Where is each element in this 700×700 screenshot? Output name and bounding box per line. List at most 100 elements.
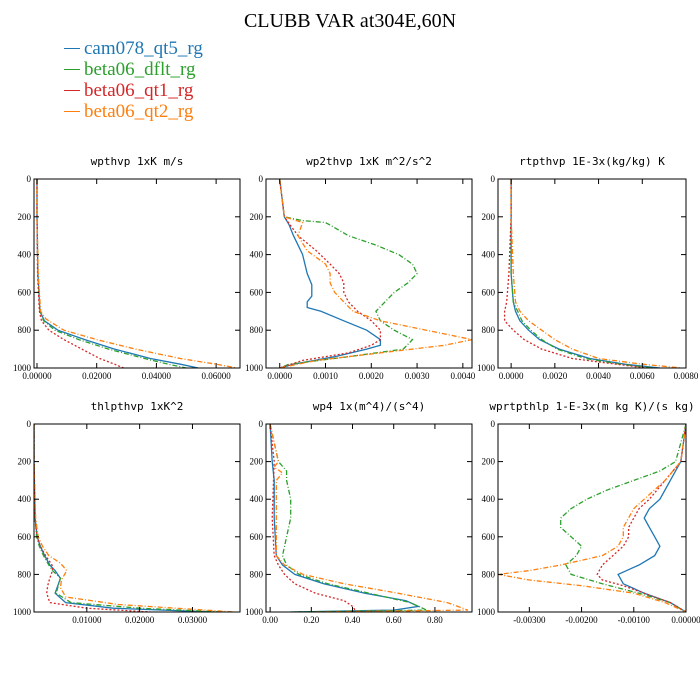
x-tick-label: 0.0030: [405, 371, 430, 381]
series-line-1: [269, 424, 421, 612]
x-tick-label: 0.0020: [359, 371, 384, 381]
y-tick-label: 600: [18, 287, 32, 297]
panel-title: wprtpthlp 1-E-3x(m kg K)/(s kg): [489, 400, 694, 413]
x-tick-label: 0.60: [386, 615, 402, 625]
y-tick-label: 1000: [245, 363, 264, 373]
panel-title: rtpthvp 1E-3x(kg/kg) K: [519, 155, 665, 168]
y-tick-label: 200: [250, 212, 264, 222]
y-tick-label: 800: [250, 569, 264, 579]
legend-swatch: [64, 90, 80, 91]
series-line-1: [36, 179, 199, 368]
y-tick-label: 0: [491, 419, 496, 429]
legend-swatch: [64, 111, 80, 112]
x-tick-label: 0.40: [345, 615, 361, 625]
legend-swatch: [64, 69, 80, 70]
y-tick-label: 800: [482, 569, 496, 579]
panel-title: wp4 1x(m^4)/(s^4): [313, 400, 426, 413]
y-tick-label: 800: [18, 569, 32, 579]
series-line-4: [498, 424, 686, 612]
y-tick-label: 200: [482, 457, 496, 467]
x-tick-label: 0.0080: [674, 371, 699, 381]
panel-4: thlpthvp 1xK^2 0 200 400 600 800 1000 0.01000 0.…: [13, 400, 241, 625]
series-line-4: [34, 424, 235, 612]
plot-frame: [265, 178, 473, 369]
x-tick-label: 0.80: [427, 615, 443, 625]
y-tick-label: 600: [18, 532, 32, 542]
series-group: [503, 179, 682, 368]
plot-frame: [497, 178, 687, 369]
x-tick-label: 0.0040: [586, 371, 611, 381]
x-tick-label: 0.0060: [630, 371, 655, 381]
series-line-3: [279, 179, 382, 368]
panel-title: wp2thvp 1xK m^2/s^2: [306, 155, 432, 168]
legend-label: beta06_qt2_rg: [84, 101, 194, 122]
plot-frame: [33, 178, 241, 369]
series-line-2: [510, 179, 654, 368]
y-tick-label: 800: [250, 325, 264, 335]
series-line-2: [36, 179, 187, 368]
y-tick-label: 400: [250, 494, 264, 504]
y-tick-label: 1000: [477, 363, 496, 373]
y-tick-label: 600: [482, 532, 496, 542]
series-group: [34, 424, 235, 612]
y-tick-label: 0: [27, 419, 32, 429]
series-line-1: [617, 424, 686, 612]
y-tick-label: 1000: [13, 607, 32, 617]
x-tick-label: 0.00000: [671, 615, 700, 625]
y-tick-label: 0: [27, 174, 32, 184]
legend-item-beta06-qt1-rg: beta06_qt1_rg: [64, 80, 203, 101]
panel-3: rtpthvp 1E-3x(kg/kg) K020040060080010000…: [477, 155, 699, 381]
x-tick-label: 0.0020: [542, 371, 567, 381]
series-line-3: [503, 179, 647, 368]
x-tick-label: 0.01000: [72, 615, 102, 625]
plot-frame: [497, 423, 687, 613]
y-tick-label: 800: [482, 325, 496, 335]
series-group: [498, 424, 686, 612]
series-group: [36, 179, 238, 368]
x-tick-label: 0.0000: [499, 371, 524, 381]
x-tick-label: 0.0010: [313, 371, 338, 381]
y-tick-label: 0: [259, 174, 264, 184]
series-group: [269, 424, 469, 612]
series-line-4: [36, 179, 238, 368]
x-tick-label: -0.00100: [618, 615, 651, 625]
series-line-3: [36, 179, 124, 368]
y-tick-label: 200: [18, 212, 32, 222]
y-tick-label: 400: [482, 250, 496, 260]
panel-title: wpthvp 1xK m/s: [91, 155, 184, 168]
legend-item-beta06-qt2-rg: beta06_qt2_rg: [64, 101, 203, 122]
series-line-2: [269, 424, 427, 612]
plot-frame: [33, 423, 241, 613]
x-tick-label: 0.00000: [22, 371, 52, 381]
series-line-4: [279, 179, 472, 368]
y-tick-label: 400: [18, 494, 32, 504]
legend-item-cam078-qt5-rg: cam078_qt5_rg: [64, 38, 203, 59]
legend-label: beta06_qt1_rg: [84, 80, 194, 101]
x-tick-label: 0.0040: [450, 371, 475, 381]
y-tick-label: 400: [250, 250, 264, 260]
y-tick-label: 400: [482, 494, 496, 504]
legend-swatch: [64, 48, 80, 49]
y-tick-label: 600: [250, 532, 264, 542]
series-line-4: [269, 424, 469, 612]
x-tick-label: 0.02000: [82, 371, 112, 381]
series-line-2: [560, 424, 686, 612]
panel-2: wp2thvp 1xK m^2/s^2020040060080010000.00…: [245, 155, 476, 381]
legend: cam078_qt5_rg beta06_dflt_rg beta06_qt1_…: [64, 38, 203, 122]
y-tick-label: 0: [491, 174, 496, 184]
x-tick-label: 0.04000: [142, 371, 172, 381]
series-line-2: [279, 179, 418, 368]
legend-label: beta06_dflt_rg: [84, 59, 196, 80]
legend-label: cam078_qt5_rg: [84, 38, 203, 59]
series-line-2: [34, 424, 225, 612]
legend-item-beta06-dflt-rg: beta06_dflt_rg: [64, 59, 203, 80]
series-line-3: [596, 424, 686, 612]
y-tick-label: 0: [259, 419, 264, 429]
y-tick-label: 1000: [13, 363, 32, 373]
x-tick-label: 0.03000: [178, 615, 208, 625]
y-tick-label: 200: [482, 212, 496, 222]
panel-title: thlpthvp 1xK^2: [91, 400, 184, 413]
